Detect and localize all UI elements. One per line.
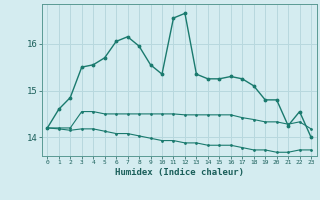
X-axis label: Humidex (Indice chaleur): Humidex (Indice chaleur)	[115, 168, 244, 177]
